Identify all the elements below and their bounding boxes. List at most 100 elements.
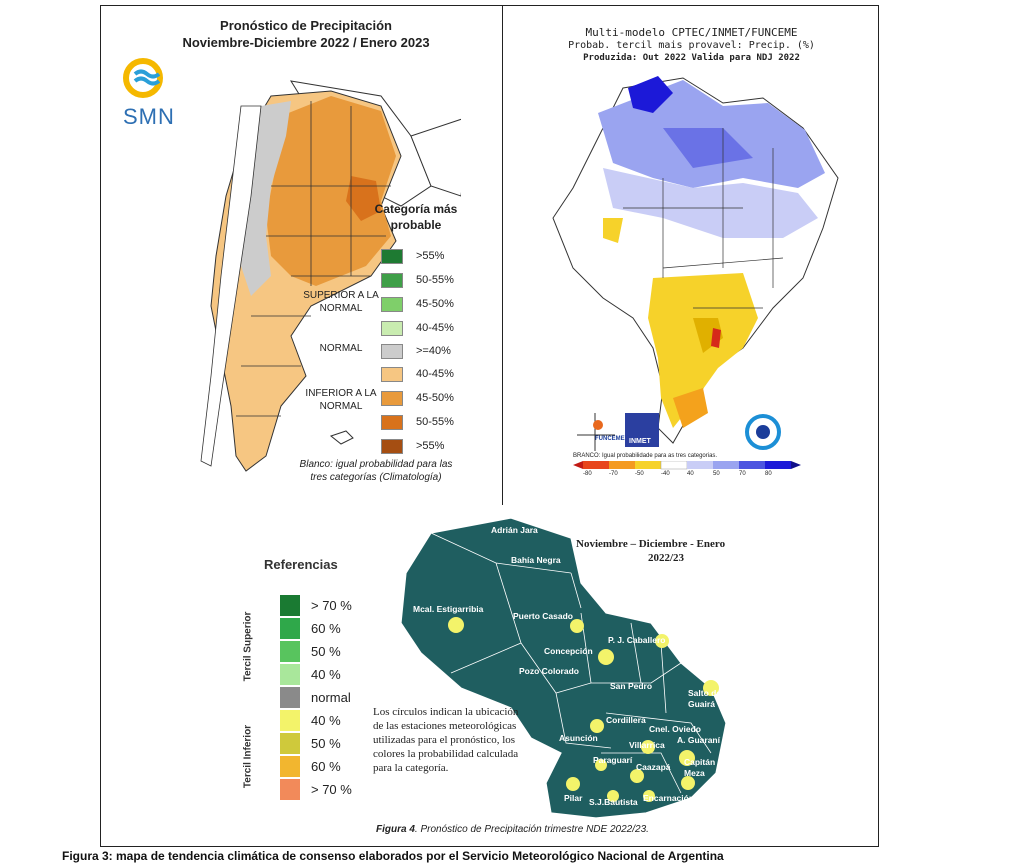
argentina-legend-item: 45-50% (381, 297, 491, 315)
paraguay-legend-swatch (280, 595, 300, 616)
city-cordillera: Cordillera (606, 715, 646, 725)
brazil-header-line1: Multi-modelo CPTEC/INMET/FUNCEME (585, 26, 798, 39)
city-puerto-casado: Puerto Casado (513, 611, 573, 621)
paraguay-map-title-line2: 2022/23 (648, 552, 685, 564)
city-bahia-negra: Bahía Negra (511, 555, 561, 565)
argentina-legend-item: >=40% (381, 344, 491, 362)
city-pilar: Pilar (564, 793, 583, 803)
legend-label: >55% (416, 440, 445, 452)
city-adrian-jara: Adrián Jara (491, 525, 538, 535)
legend-label: 50-55% (416, 274, 454, 286)
city-capitan-meza: Capitán Meza (684, 757, 716, 778)
legend-swatch (381, 344, 403, 359)
city-caazapa: Caazapá (636, 762, 671, 772)
city-mcal-estigarribia: Mcal. Estigarribia (413, 604, 484, 614)
paraguay-legend-label: > 70 % (311, 782, 352, 797)
legend-swatch (381, 415, 403, 430)
city-concepcion: Concepción (544, 646, 593, 656)
tercil-inferior-label: Tercil Inferior (242, 724, 254, 789)
figure-4-text: . Pronóstico de Precipitación trimestre … (414, 824, 649, 835)
city-salto-del-guaira: Salto del Guairá (688, 688, 724, 709)
legend-label: 45-50% (416, 392, 454, 404)
city-sj-bautista: S.J.Bautista (589, 797, 638, 807)
paraguay-map-title-line1: Noviembre – Diciembre - Enero (576, 538, 726, 550)
argentina-title-line1: Pronóstico de Precipitación (220, 18, 392, 33)
legend-label: 40-45% (416, 322, 454, 334)
figure-4-label: Figura 4 (376, 824, 415, 835)
brazil-header-line3: Produzida: Out 2022 Valida para NDJ 2022 (583, 53, 800, 63)
brazil-forecast-panel: Multi-modelo CPTEC/INMET/FUNCEME Probab.… (502, 5, 879, 506)
paraguay-legend-swatch (280, 618, 300, 639)
argentina-legend-item: >55% (381, 249, 491, 267)
paraguay-legend-label: 60 % (311, 759, 341, 774)
argentina-title-line2: Noviembre-Diciembre 2022 / Enero 2023 (182, 35, 430, 50)
argentina-legend-item: 50-55% (381, 415, 491, 433)
smn-logo-text: SMN (123, 104, 175, 129)
argentina-legend-item: 50-55% (381, 273, 491, 291)
city-villarrica: Villarrica (629, 740, 665, 750)
brazil-map (552, 76, 839, 444)
legend-group-normal: NORMAL (319, 343, 363, 354)
colorbar-tick: 80 (765, 471, 772, 477)
legend-swatch (381, 297, 403, 312)
legend-label: 45-50% (416, 298, 454, 310)
legend-group-superior: SUPERIOR A LA NORMAL (303, 290, 379, 314)
paraguay-legend-swatch (280, 664, 300, 685)
argentina-legend-item: >55% (381, 439, 491, 457)
colorbar-tick: -80 (583, 471, 592, 477)
argentina-map (200, 80, 461, 472)
city-asuncion: Asunción (559, 733, 598, 743)
colorbar-tick: 40 (687, 471, 694, 477)
colorbar-tick: -50 (635, 471, 644, 477)
argentina-forecast-panel: Pronóstico de Precipitación Noviembre-Di… (100, 5, 503, 506)
paraguay-legend-swatch (280, 641, 300, 662)
colorbar-tick: 70 (739, 471, 746, 477)
paraguay-legend-label: > 70 % (311, 598, 352, 613)
legend-swatch (381, 249, 403, 264)
funceme-logo-icon (577, 413, 615, 451)
argentina-legend-item: 45-50% (381, 391, 491, 409)
colorbar-tick: 50 (713, 471, 720, 477)
argentina-legend-title: Categoría más probable (374, 202, 458, 232)
brazil-header-line2: Probab. tercil mais provavel: Precip. (%… (568, 40, 815, 51)
argentina-legend-item: 40-45% (381, 321, 491, 339)
inmet-logo-text: INMET (629, 438, 651, 445)
city-san-pedro: San Pedro (610, 681, 653, 691)
cptec-logo-icon (745, 414, 781, 450)
city-cnel-oviedo: Cnel. Oviedo (649, 724, 701, 734)
paraguay-legend-swatch (280, 756, 300, 777)
legend-label: >55% (416, 250, 445, 262)
colorbar-tick: -70 (609, 471, 618, 477)
city-a-guarani: A. Guaraní (677, 735, 720, 745)
legend-swatch (381, 321, 403, 336)
brazil-colorbar (573, 461, 801, 470)
legend-swatch (381, 367, 403, 382)
paraguay-legend-label: 40 % (311, 713, 341, 728)
paraguay-legend-label: 40 % (311, 667, 341, 682)
paraguay-legend-swatch (280, 710, 300, 731)
figure-4-caption: Figura 4. Pronóstico de Precipitación tr… (376, 824, 649, 835)
legend-group-inferior: INFERIOR A LA NORMAL (305, 388, 377, 412)
paraguay-legend-label: 50 % (311, 736, 341, 751)
legend-swatch (381, 439, 403, 454)
paraguay-note: Los círculos indican la ubicación de las… (373, 706, 519, 774)
inmet-logo-icon (625, 413, 659, 447)
paraguay-legend-swatch (280, 779, 300, 800)
paraguay-legend-title: Referencias (264, 557, 338, 572)
paraguay-legend-label: 50 % (311, 644, 341, 659)
legend-label: 40-45% (416, 368, 454, 380)
city-pozo-colorado: Pozo Colorado (519, 666, 579, 676)
smn-logo-icon (123, 58, 163, 98)
city-encarnacion: Encarnación (643, 793, 695, 803)
tercil-superior-label: Tercil Superior (242, 611, 254, 682)
colorbar-tick: -40 (661, 471, 670, 477)
figure-3-caption: Figura 3: mapa de tendencia climática de… (62, 849, 724, 863)
city-pj-caballero: P. J. Caballero (608, 635, 666, 645)
argentina-note: Blanco: igual probabilidad para las tres… (299, 459, 453, 483)
paraguay-forecast-panel: Referencias > 70 % 60 % 50 % 40 % normal 40 %… (100, 505, 879, 847)
city-paraguari: Paraguarí (593, 755, 633, 765)
funceme-logo-text: FUNCEME (595, 436, 625, 442)
legend-swatch (381, 273, 403, 288)
paraguay-legend-label: 60 % (311, 621, 341, 636)
paraguay-map (400, 517, 727, 819)
